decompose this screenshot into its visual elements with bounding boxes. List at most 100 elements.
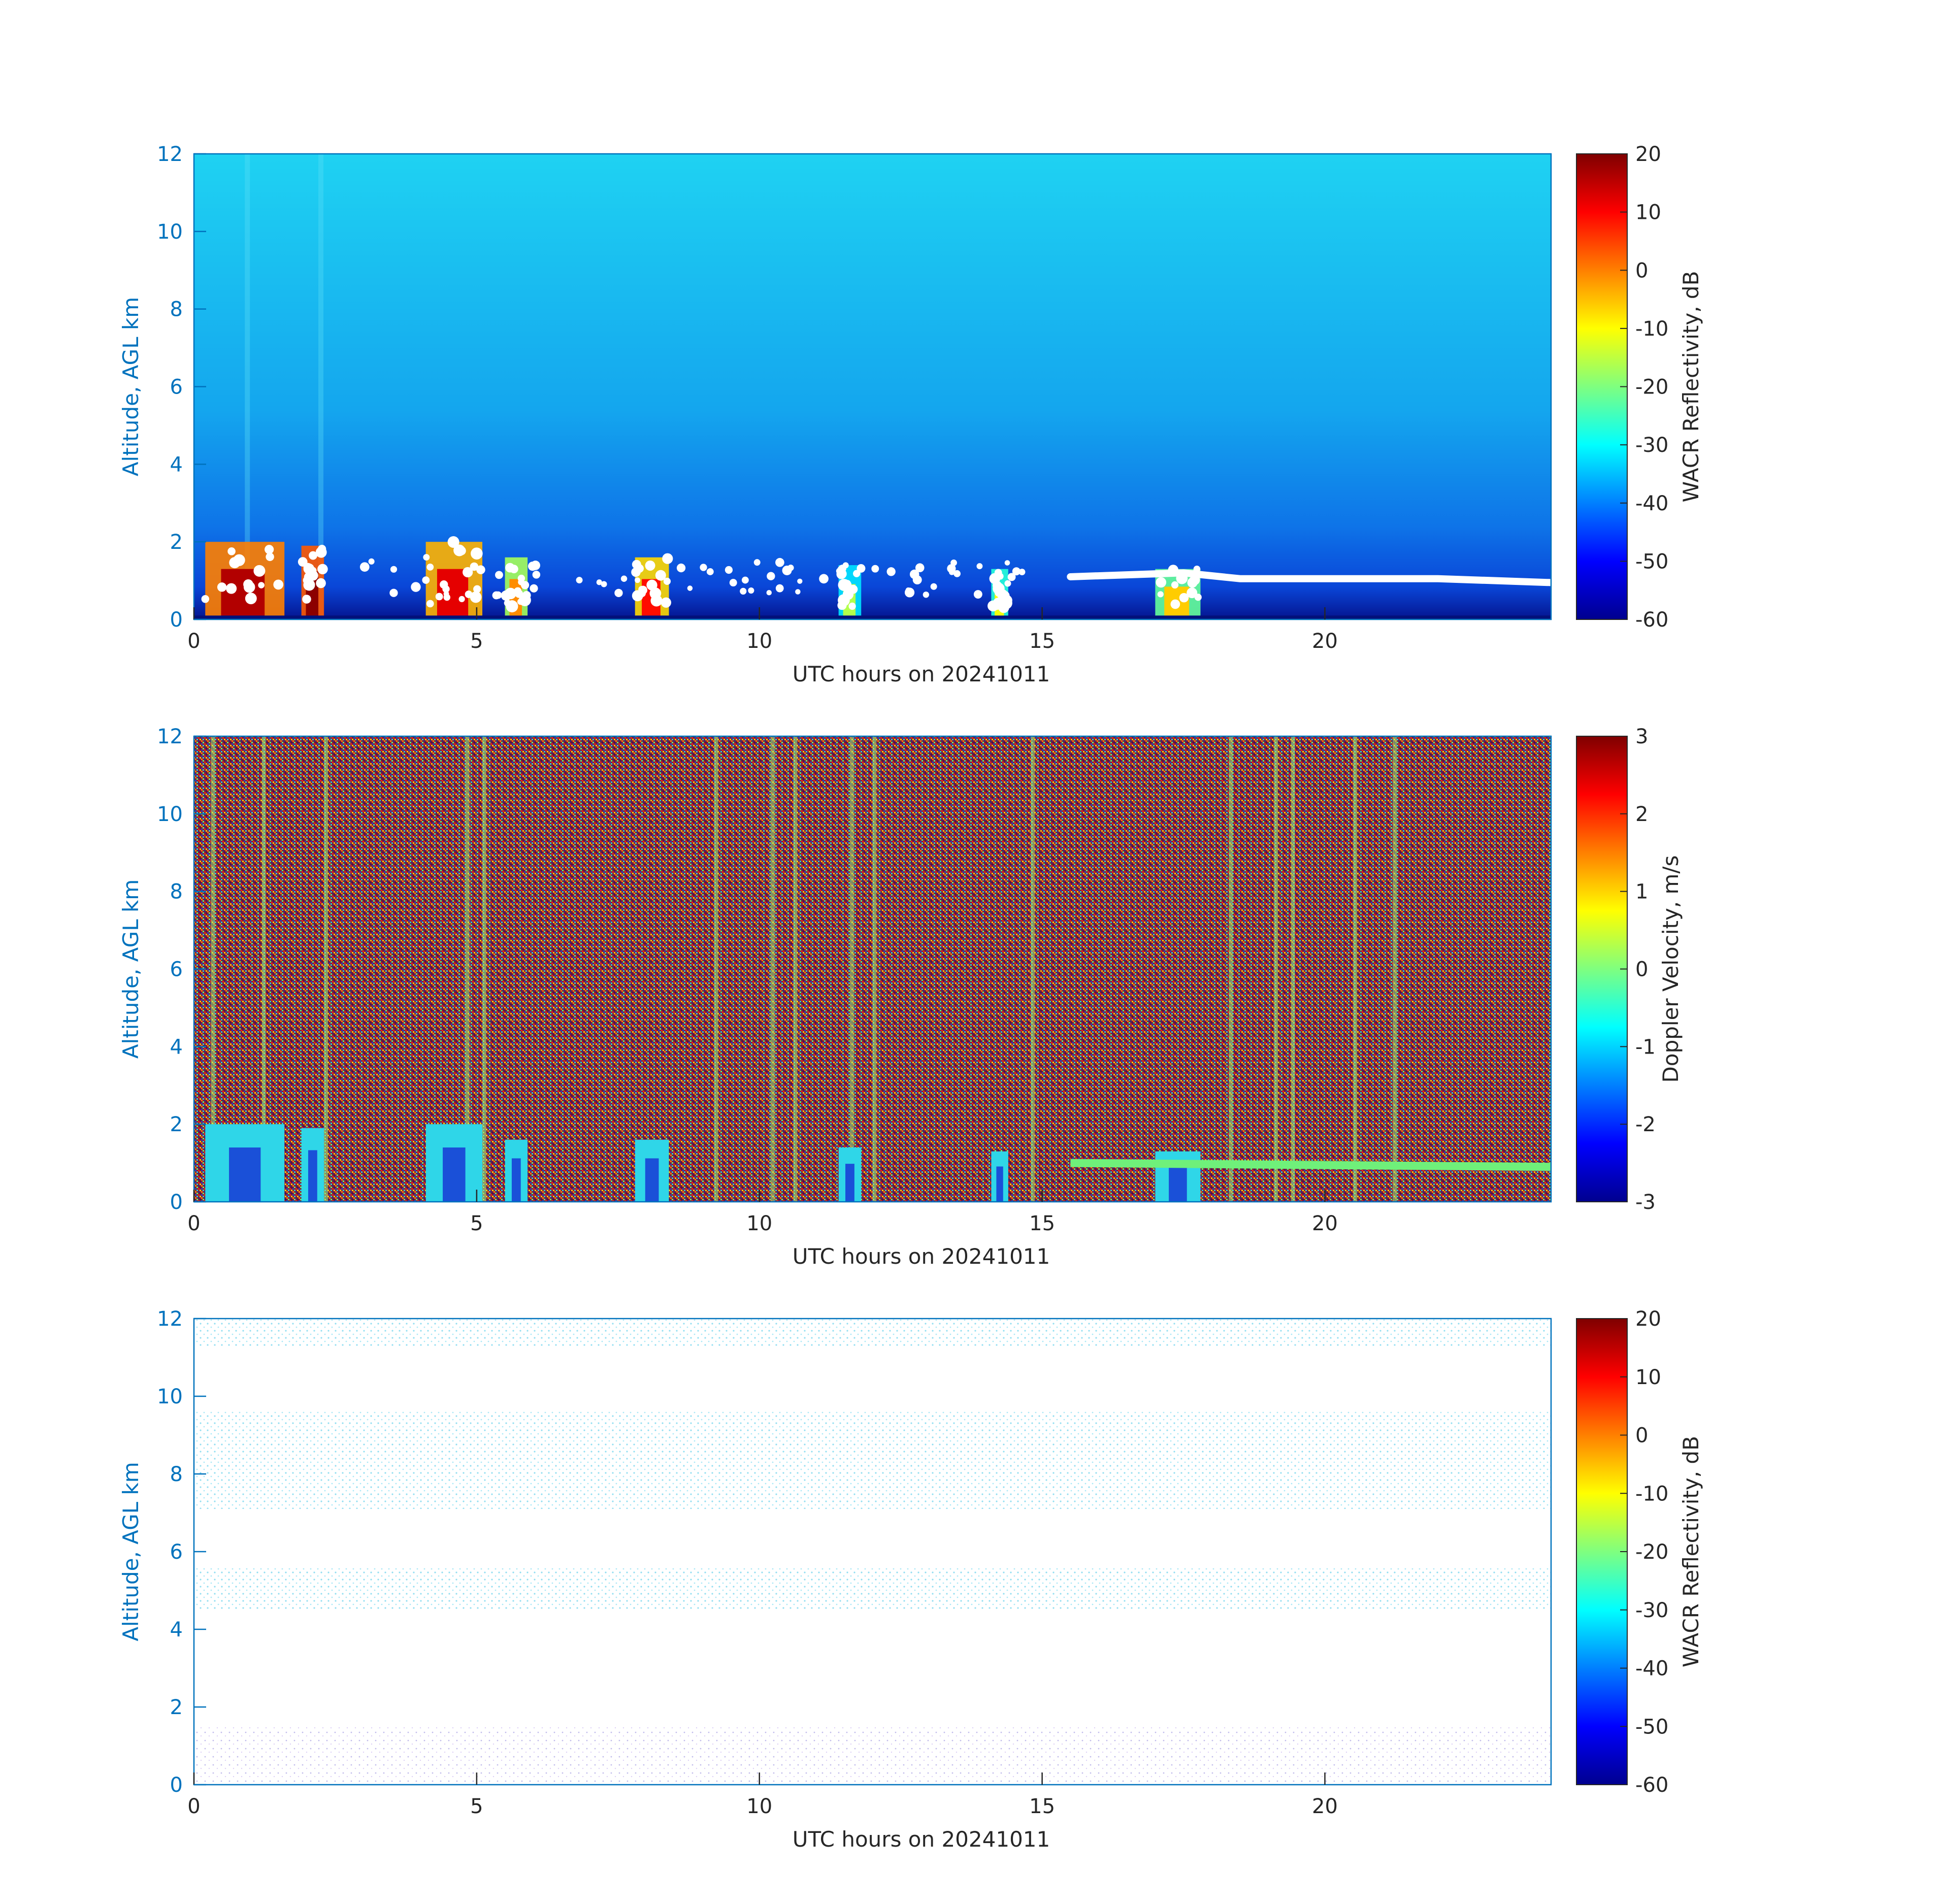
colorbar-tick-label: -60: [1635, 608, 1668, 632]
speckle: [725, 566, 733, 574]
colorbar-bottom: 20 10 0 -10 -20 -30 -40 -50 -60 WACR Reflectivity…: [1576, 1307, 1703, 1797]
y-tick-label: 10: [157, 220, 183, 244]
streak: [318, 154, 324, 619]
streak: [714, 736, 718, 1202]
x-axis-label: UTC hours on 20241011: [793, 1827, 1050, 1852]
cloud-feature: [991, 1151, 1008, 1202]
colorbar-tick-label: 20: [1635, 1307, 1661, 1331]
y-tick-label: 10: [157, 803, 183, 826]
y-tick-label: 0: [170, 1191, 183, 1214]
y-tick-label: 6: [170, 1540, 183, 1564]
cloud-feature: [298, 544, 328, 619]
panel-bottom: 0 5 10 15 20 0 2 4 6 8 10 12 UTC hours on 20241011 Al…: [118, 1307, 1703, 1852]
colorbar-tick-label: -1: [1635, 1035, 1656, 1059]
speckle: [923, 592, 930, 598]
speckle: [741, 576, 749, 584]
cloud-feature: [501, 557, 531, 619]
speckle: [775, 557, 784, 567]
speckle: [1007, 573, 1016, 581]
speckle: [1012, 567, 1021, 576]
colorbar-gradient: [1576, 736, 1628, 1202]
colorbar-tick-label: -60: [1635, 1774, 1668, 1797]
speckle: [797, 578, 803, 584]
speckle: [853, 570, 861, 577]
speckle: [411, 582, 421, 592]
y-tick-label: 12: [157, 725, 183, 748]
x-tick-label: 20: [1312, 630, 1338, 653]
colorbar-middle: 3 2 1 0 -1 -2 -3 Doppler Velocity, m/s: [1576, 725, 1683, 1214]
y-tick-label: 4: [170, 1035, 183, 1059]
speckle: [849, 587, 855, 594]
x-tick-label: 0: [187, 1212, 200, 1235]
x-tick-label: 0: [187, 1795, 200, 1818]
y-tick-label: 2: [170, 531, 183, 554]
speckle: [949, 569, 955, 575]
streak: [1031, 736, 1035, 1202]
speckle: [729, 579, 737, 587]
x-axis-label: UTC hours on 20241011: [793, 1244, 1050, 1269]
colorbar-tick-label: 1: [1635, 880, 1648, 904]
colorbar-tick-label: -40: [1635, 492, 1668, 515]
x-tick-label: 10: [746, 1212, 772, 1235]
x-tick-label: 15: [1029, 1795, 1055, 1818]
speckle: [492, 591, 501, 600]
streak: [261, 736, 266, 1202]
plot-area-middle: [194, 736, 1552, 1202]
speckle: [706, 568, 714, 575]
streak: [872, 736, 877, 1202]
speckle: [687, 585, 693, 591]
speckle: [700, 564, 707, 571]
colorbar-label: WACR Reflectivity, dB: [1678, 271, 1703, 503]
cloud-feature: [1155, 565, 1202, 619]
faint-band: [194, 1319, 1551, 1346]
x-tick-label: 5: [470, 630, 483, 653]
speckle: [389, 588, 398, 597]
colorbar-tick-label: -50: [1635, 550, 1668, 573]
speckle: [1018, 569, 1026, 576]
speckle: [753, 559, 761, 566]
speckle: [495, 571, 503, 579]
speckle: [997, 573, 1004, 580]
speckle: [601, 581, 607, 587]
streak: [1393, 736, 1397, 1202]
speckle: [915, 563, 925, 573]
cloud-feature: [988, 569, 1012, 619]
colorbar-tick-label: -3: [1635, 1191, 1656, 1214]
colorbar-gradient: [1576, 153, 1628, 620]
y-tick-label: 8: [170, 880, 183, 904]
speckle: [465, 590, 473, 598]
y-axis-label: Altitude, AGL km: [118, 879, 143, 1059]
x-tick-label: 15: [1029, 1212, 1055, 1235]
y-tick-label: 2: [170, 1113, 183, 1136]
speckle: [576, 577, 583, 584]
cloud-feature: [201, 542, 285, 619]
colorbar-tick-label: -30: [1635, 1599, 1668, 1622]
speckle: [476, 565, 485, 574]
speckle: [748, 587, 754, 594]
speckle: [953, 570, 961, 577]
speckle: [442, 585, 450, 593]
cloud-feature: [425, 1124, 483, 1202]
colorbar-label: WACR Reflectivity, dB: [1678, 1436, 1703, 1667]
speckle: [635, 577, 641, 583]
speckle: [782, 566, 792, 575]
cloud-feature: [635, 1139, 669, 1202]
cloud-feature: [838, 1147, 862, 1202]
colorbar-tick-label: 10: [1635, 1366, 1661, 1389]
colorbar-tick-label: -40: [1635, 1657, 1668, 1681]
speckle: [766, 590, 772, 596]
speckle: [950, 559, 957, 566]
streak: [211, 736, 215, 1202]
y-tick-label: 0: [170, 608, 183, 632]
streak: [1229, 736, 1233, 1202]
colorbar-tick-label: -10: [1635, 1482, 1668, 1505]
panel-top: 0 5 10 15 20 0 2 4 6 8 10 12 UTC hours on 20241011 Al…: [118, 143, 1703, 686]
y-tick-label: 8: [170, 298, 183, 321]
speckle: [596, 579, 602, 585]
streak: [793, 736, 798, 1202]
colorbar-tick-label: -10: [1635, 317, 1668, 341]
speckle: [620, 575, 628, 582]
x-tick-label: 15: [1029, 630, 1055, 653]
reflectivity-background: [194, 154, 1551, 619]
